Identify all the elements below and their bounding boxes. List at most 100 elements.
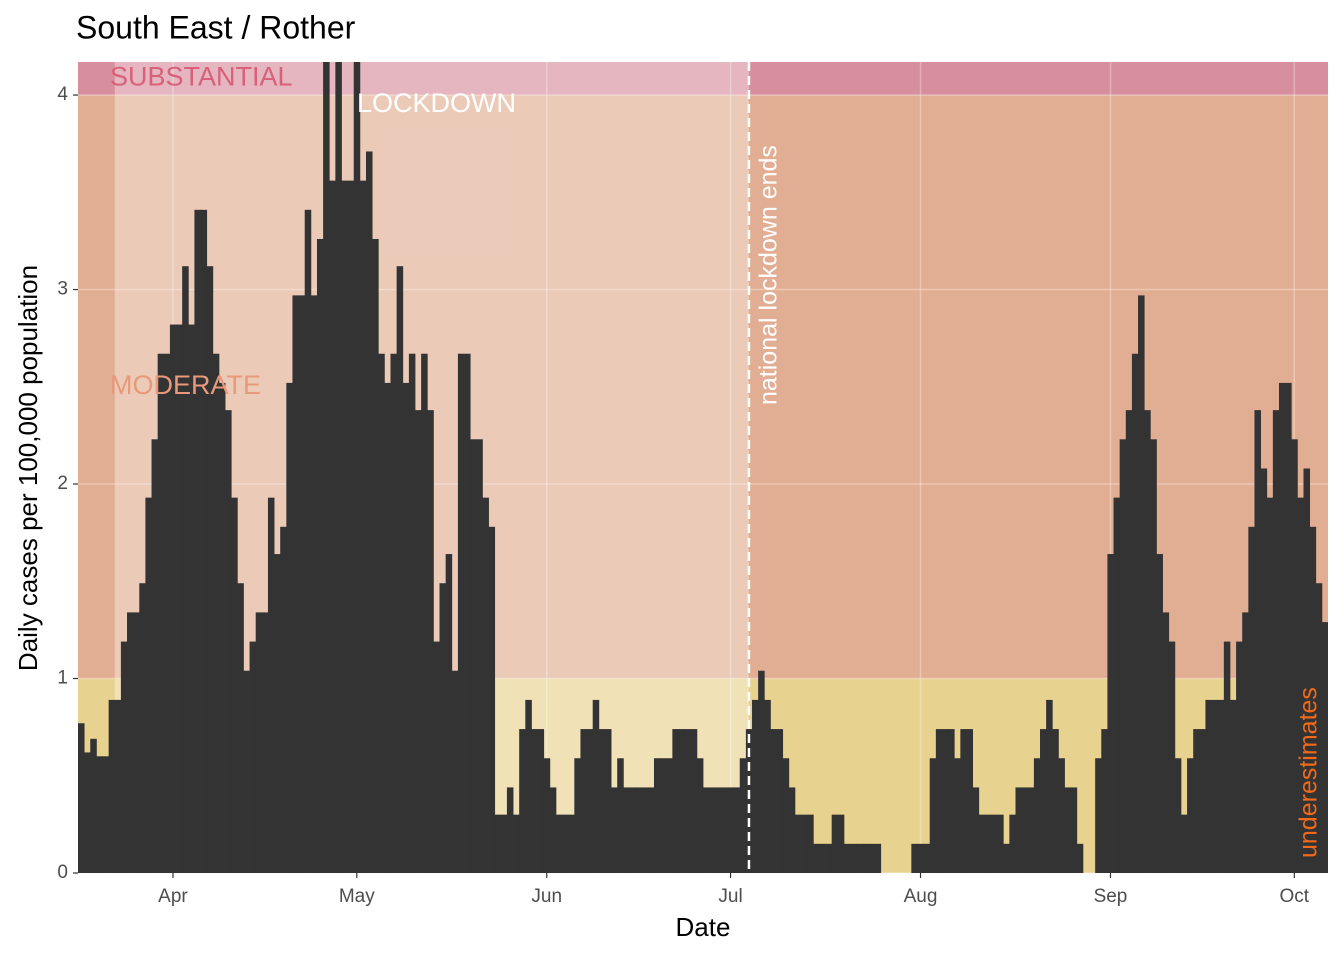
bar	[182, 266, 189, 873]
bar	[433, 641, 440, 873]
bar	[1150, 439, 1157, 873]
bar	[280, 526, 287, 873]
y-tick-label: 1	[57, 668, 68, 689]
bar	[378, 353, 385, 873]
bar	[1236, 641, 1243, 873]
bar	[200, 209, 208, 873]
bar	[1095, 758, 1102, 873]
bar	[948, 729, 955, 873]
bar	[611, 787, 618, 873]
bar	[292, 295, 299, 873]
bar	[1070, 787, 1078, 873]
bar	[678, 729, 686, 873]
bar	[470, 439, 477, 873]
bar	[604, 729, 612, 873]
bar	[1254, 410, 1261, 873]
bar	[684, 729, 692, 873]
bar	[310, 295, 318, 873]
bar	[801, 814, 808, 873]
bar	[709, 787, 716, 873]
bar	[592, 699, 600, 873]
bar	[1291, 439, 1298, 873]
bar	[372, 238, 379, 873]
bar	[267, 497, 275, 873]
bar	[329, 180, 336, 873]
bar	[856, 843, 863, 873]
bar	[1205, 699, 1212, 873]
bar	[445, 554, 453, 873]
bar	[457, 353, 465, 873]
bar	[997, 814, 1004, 873]
bar	[298, 295, 306, 873]
bar	[972, 787, 980, 873]
bar	[1174, 758, 1182, 873]
bar	[1229, 699, 1237, 873]
bar	[1285, 382, 1292, 873]
bar	[1162, 612, 1170, 873]
bar	[954, 758, 961, 873]
bar	[341, 180, 349, 873]
bar	[911, 843, 918, 873]
bar	[721, 787, 728, 873]
bar	[1058, 758, 1065, 873]
bar	[482, 497, 489, 873]
bar	[1187, 758, 1194, 873]
y-tick-label: 4	[57, 84, 68, 105]
bar	[127, 612, 134, 873]
bar	[715, 787, 722, 873]
bar	[249, 641, 257, 873]
bar	[206, 266, 214, 873]
bar	[1144, 410, 1151, 873]
bar	[574, 758, 581, 873]
bar	[1309, 526, 1317, 873]
bar	[666, 758, 673, 873]
bar	[316, 238, 324, 873]
annotation: underestimates	[1295, 687, 1323, 858]
bar	[1040, 729, 1047, 873]
bar	[1217, 699, 1225, 873]
bar	[739, 758, 747, 873]
bar	[752, 699, 759, 873]
bar	[237, 583, 244, 873]
bar	[243, 670, 250, 873]
bar	[1321, 622, 1328, 873]
bar	[84, 752, 91, 873]
bar	[286, 382, 293, 873]
bar	[1193, 729, 1200, 873]
y-tick-label: 3	[57, 279, 68, 300]
bar	[966, 729, 974, 873]
bar	[647, 787, 655, 873]
bar	[984, 814, 992, 873]
bar	[120, 641, 128, 873]
bar	[1119, 439, 1127, 873]
x-tick-label: Aug	[904, 886, 938, 907]
bar	[874, 843, 882, 873]
bar	[78, 723, 85, 873]
annotations: 0 1 2 3 4 Apr May Jun Jul Aug Sep Oct MODERATE SUBSTA…	[57, 62, 1322, 907]
bar	[476, 439, 483, 873]
bar	[617, 758, 624, 873]
bar	[451, 670, 459, 873]
bar	[586, 729, 594, 873]
bar	[1278, 382, 1286, 873]
bar	[776, 729, 784, 873]
bar	[1064, 787, 1072, 873]
bar	[807, 814, 814, 873]
bar	[764, 699, 771, 873]
bar	[794, 814, 802, 873]
lockdown-label: LOCKDOWN	[357, 88, 516, 118]
bar	[365, 151, 373, 873]
bar	[562, 814, 569, 873]
bar	[194, 209, 201, 873]
bar	[384, 382, 391, 873]
bar	[225, 410, 232, 873]
x-tick-label: Sep	[1094, 886, 1128, 907]
x-tick-label: May	[339, 886, 375, 907]
bar	[1248, 526, 1255, 873]
bar	[390, 353, 398, 873]
bar	[464, 353, 471, 873]
bar	[733, 787, 741, 873]
x-tick-label: Jun	[531, 886, 562, 907]
bar	[145, 497, 152, 873]
